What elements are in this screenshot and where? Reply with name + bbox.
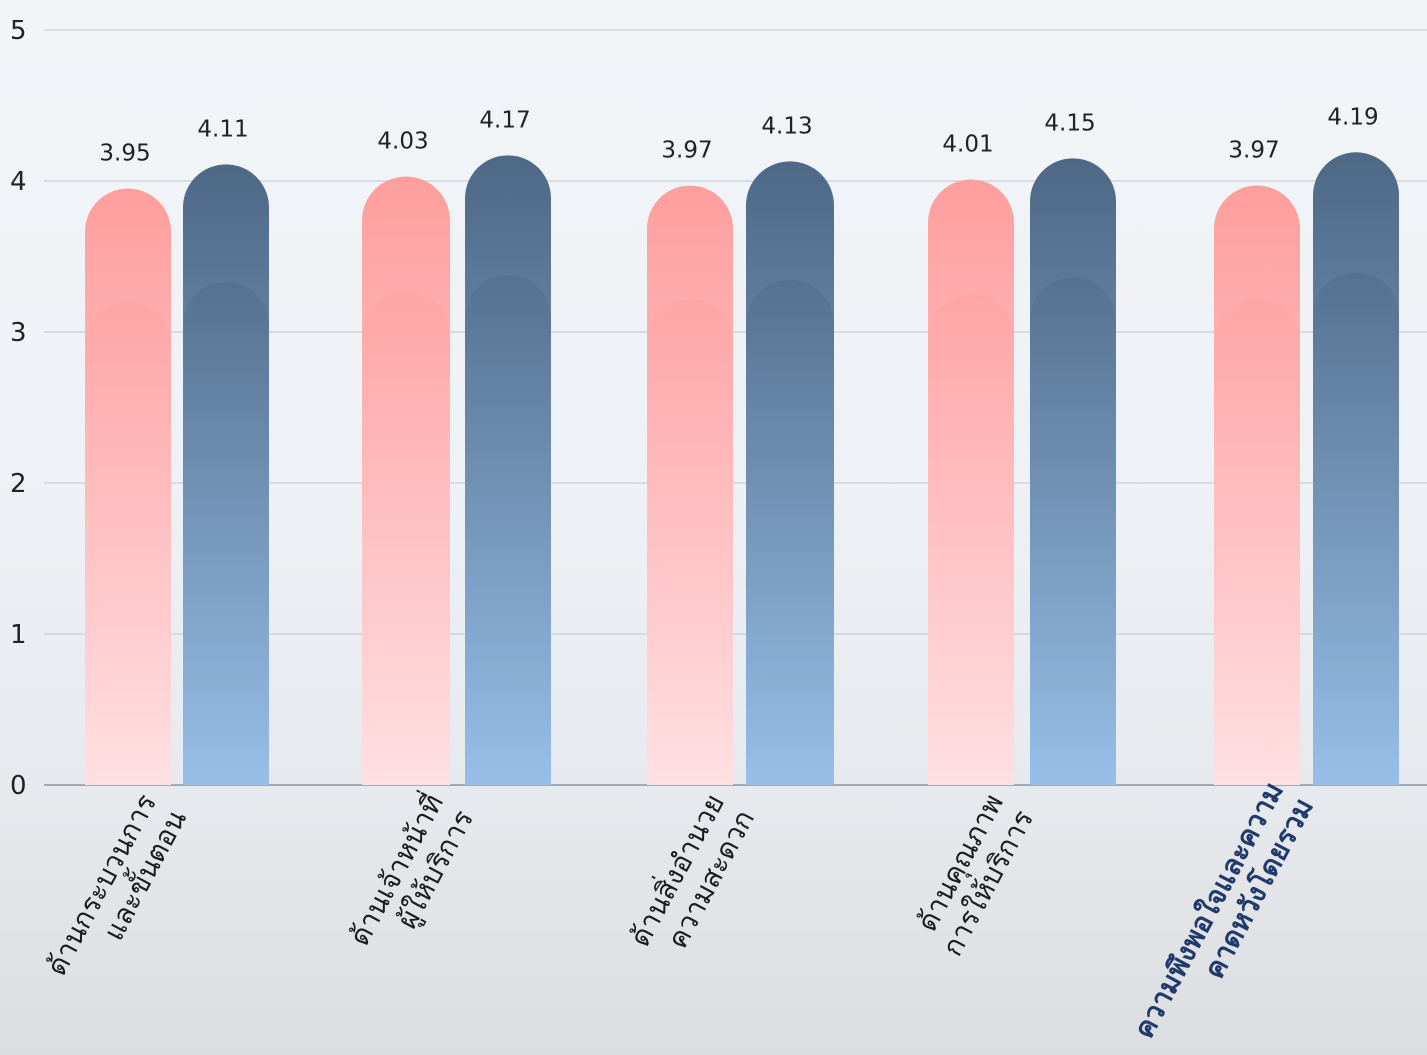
bar-series2-overlay-4 bbox=[1313, 272, 1399, 785]
bar-series1-overlay-2 bbox=[647, 299, 733, 785]
value-label: 4.01 bbox=[942, 131, 993, 157]
value-label: 3.95 bbox=[99, 141, 150, 167]
bar-series1-overlay-1 bbox=[362, 292, 450, 785]
y-tick-label: 2 bbox=[10, 469, 27, 499]
value-labels: 3.95 4.03 3.97 4.01 3.97 4.11 4.17 4.13 4.15 4.19 bbox=[99, 104, 1378, 166]
y-tick-label: 4 bbox=[10, 167, 27, 197]
value-label: 4.13 bbox=[761, 113, 812, 139]
y-tick-label: 1 bbox=[10, 620, 27, 650]
value-label: 4.17 bbox=[479, 107, 530, 133]
bar-series2-overlay-3 bbox=[1030, 277, 1116, 785]
value-label: 4.19 bbox=[1327, 104, 1378, 130]
bar-series1-overlay-0 bbox=[85, 301, 171, 785]
category-label-1: ด้านเจ้าหน้าที่ผู้ให้บริการ bbox=[340, 787, 481, 951]
bars bbox=[85, 152, 1399, 786]
y-tick-label: 5 bbox=[10, 16, 27, 46]
bar-series2-overlay-0 bbox=[183, 282, 269, 785]
bar-series2-overlay-2 bbox=[746, 279, 834, 785]
bar-series2-overlay-1 bbox=[465, 274, 551, 785]
value-label: 4.03 bbox=[377, 128, 428, 154]
bar-series1-overlay-4 bbox=[1214, 299, 1300, 785]
value-label: 3.97 bbox=[1228, 138, 1279, 164]
y-axis-ticks: 0 1 2 3 4 5 bbox=[10, 16, 27, 801]
value-label: 3.97 bbox=[661, 138, 712, 164]
gridlines bbox=[44, 29, 1427, 786]
value-label: 4.15 bbox=[1044, 110, 1095, 136]
y-tick-label: 3 bbox=[10, 318, 27, 348]
y-tick-label: 0 bbox=[10, 771, 27, 801]
bar-series1-overlay-3 bbox=[928, 294, 1014, 785]
value-label: 4.11 bbox=[197, 116, 248, 142]
